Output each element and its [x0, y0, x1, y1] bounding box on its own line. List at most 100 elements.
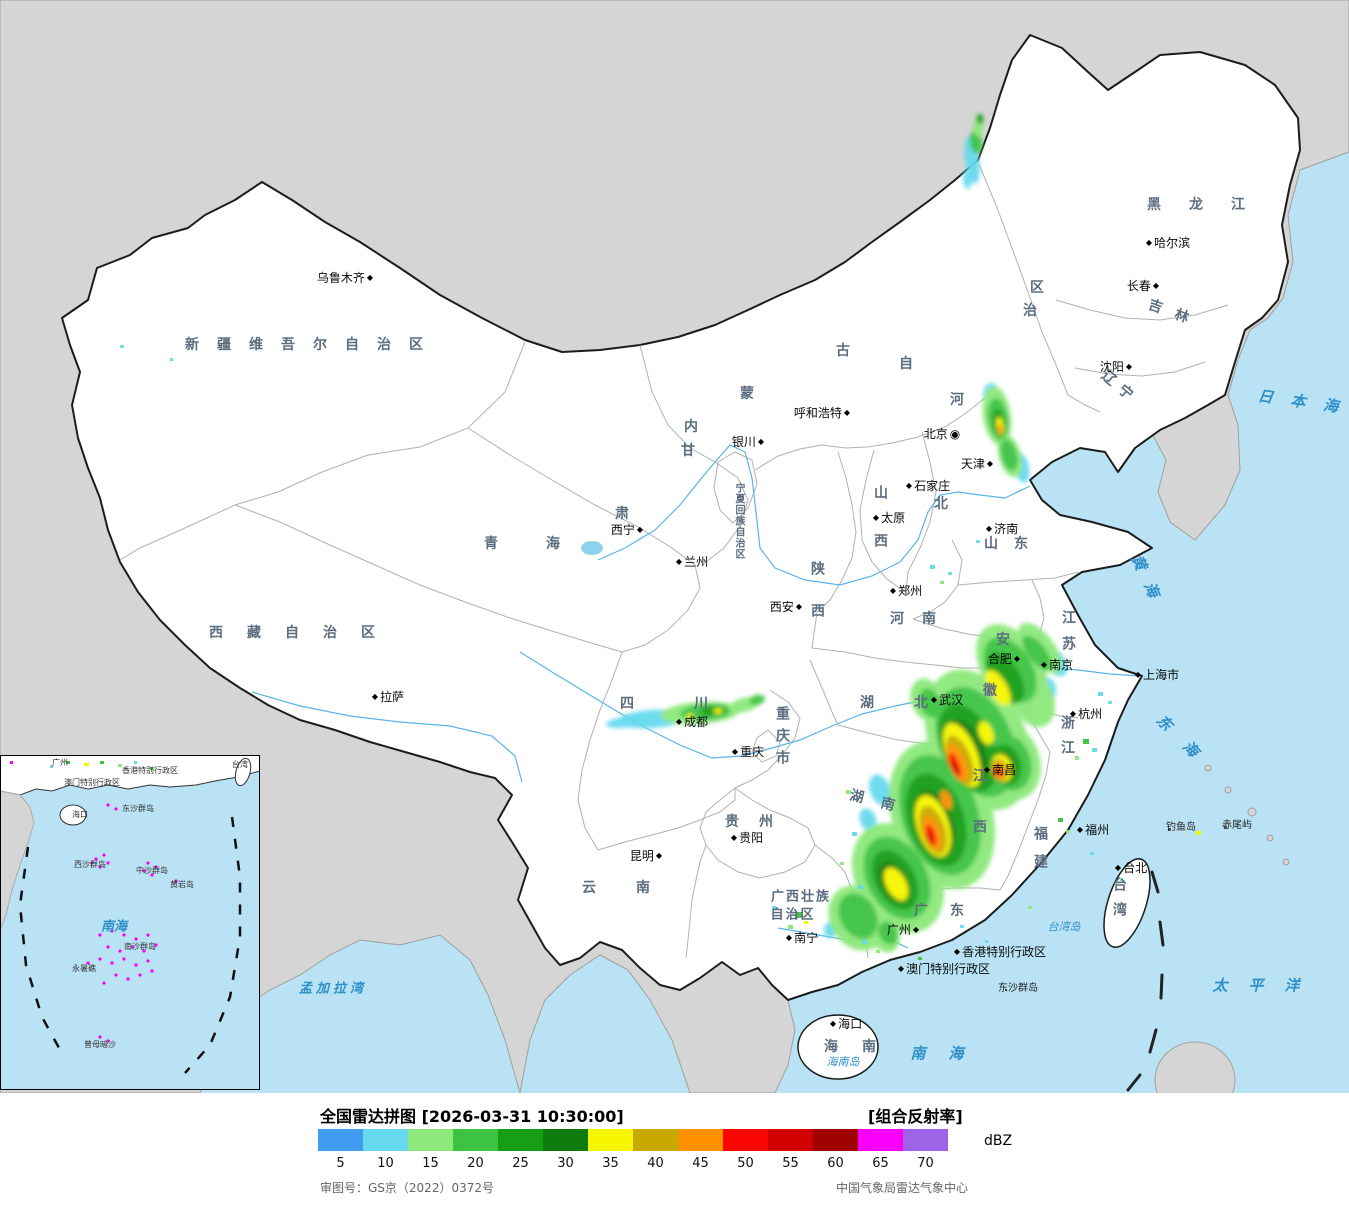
scale-cell: 40: [633, 1129, 678, 1171]
island-dot: [126, 977, 130, 981]
scale-value: 15: [422, 1156, 439, 1171]
island-dot: [102, 853, 106, 857]
radar-speckle: [788, 925, 793, 929]
radar-speckle: [1108, 701, 1112, 704]
scale-cell: 15: [408, 1129, 453, 1171]
radar-speckle: [960, 925, 964, 928]
radar-speckle: [1120, 878, 1123, 881]
island-dot: [106, 945, 110, 949]
scale-swatch: [318, 1129, 363, 1151]
scale-swatch: [903, 1129, 948, 1151]
radar-echo: [978, 721, 994, 745]
radar-speckle: [1196, 831, 1201, 835]
scale-cell: 5: [318, 1129, 363, 1171]
radar-speckle: [804, 921, 808, 924]
scale-value: 30: [557, 1156, 574, 1171]
scale-value: 40: [647, 1156, 664, 1171]
inset-echo-dot: [50, 765, 53, 768]
island-dot: [150, 873, 154, 877]
product-name: [组合反射率]: [868, 1107, 963, 1126]
scale-value: 20: [467, 1156, 484, 1171]
island-dot: [106, 803, 110, 807]
south-china-sea-inset: 广州 香港特别行政区 澳门特别行政区 台湾 海口 东沙群岛 西沙群岛 中沙群岛 黄岩岛 南沙群岛永…: [0, 755, 260, 1090]
island-dot: [146, 959, 150, 963]
inset-echo-dot: [66, 761, 70, 764]
radar-echo: [997, 424, 1003, 434]
scale-cell: 55: [768, 1129, 813, 1171]
radar-speckle: [1168, 828, 1171, 831]
island-dot: [98, 957, 102, 961]
dash-boundary: [1126, 870, 1165, 1092]
island-dot: [174, 879, 178, 883]
inset-hainan: [59, 804, 87, 826]
scale-value: 5: [336, 1156, 345, 1171]
scale-value: 45: [692, 1156, 709, 1171]
radar-speckle: [1090, 852, 1094, 855]
island-dot: [118, 949, 122, 953]
radar-speckle: [1005, 989, 1007, 991]
scale-swatch: [678, 1129, 723, 1151]
map-canvas: [0, 0, 1349, 1093]
inset-canvas: [0, 755, 260, 1090]
radar-echo: [985, 670, 1011, 706]
radar-echo-layer: [606, 114, 1068, 953]
radar-speckle: [772, 906, 776, 909]
radar-echo: [878, 921, 898, 945]
island-dot: [110, 961, 114, 965]
island-dot: [114, 973, 118, 977]
island-dot: [122, 933, 126, 937]
radar-speckle: [918, 957, 922, 960]
scale-value: 10: [377, 1156, 394, 1171]
island-dot: [110, 929, 114, 933]
scale-cell: 30: [543, 1129, 588, 1171]
radar-echo: [700, 705, 726, 717]
inset-echo-dot: [10, 761, 13, 764]
radar-echo: [859, 808, 877, 832]
china-radar-map: 黑龙江 吉林 辽宁内蒙古自治区新疆维吾尔自治区甘肃宁夏回族自治区 青海 西藏自治区 四川云…: [0, 0, 1349, 1093]
island-dot: [122, 957, 126, 961]
scale-swatch: [408, 1129, 453, 1151]
scale-value: 50: [737, 1156, 754, 1171]
inset-echo-dot: [134, 761, 137, 764]
scale-value: 35: [602, 1156, 619, 1171]
radar-echo: [838, 893, 878, 939]
island-dot: [134, 937, 138, 941]
radar-speckle: [170, 358, 173, 361]
radar-speckle: [846, 790, 851, 794]
island-dot: [142, 949, 146, 953]
scale-swatch: [543, 1129, 588, 1151]
radar-speckle: [1066, 830, 1070, 833]
radar-echo: [749, 694, 765, 706]
inset-echo-dot: [84, 763, 89, 766]
approval-number: 审图号：GS京（2022）0372号: [320, 1181, 494, 1195]
scale-swatch: [498, 1129, 543, 1151]
island-dot: [114, 807, 118, 811]
map-title: 全国雷达拼图 [2026-03-31 10:30:00]: [320, 1107, 624, 1126]
scale-swatch: [813, 1129, 858, 1151]
qinghai-lake: [581, 541, 603, 555]
island-dot: [142, 869, 146, 873]
radar-echo: [976, 114, 984, 124]
island-dot: [102, 981, 106, 985]
radar-echo: [940, 790, 952, 810]
radar-echo: [1022, 635, 1052, 671]
radar-echo: [883, 867, 909, 901]
scale-swatch: [723, 1129, 768, 1151]
radar-echo: [606, 717, 638, 729]
radar-speckle: [1098, 692, 1103, 696]
inset-taiwan: [234, 757, 252, 787]
scale-cell: 10: [363, 1129, 408, 1171]
scale-value: 60: [827, 1156, 844, 1171]
scale-swatch: [768, 1129, 813, 1151]
island-dot: [90, 861, 94, 865]
radar-speckle: [948, 572, 952, 575]
radar-echo: [869, 774, 891, 806]
radar-speckle: [858, 885, 863, 889]
scale-swatch: [453, 1129, 498, 1151]
inset-island-dots: [86, 803, 178, 1043]
radar-echo: [962, 171, 972, 189]
scale-cell: 20: [453, 1129, 498, 1171]
radar-speckle: [976, 540, 980, 543]
radar-speckle: [1058, 818, 1063, 822]
radar-echo: [713, 708, 723, 714]
